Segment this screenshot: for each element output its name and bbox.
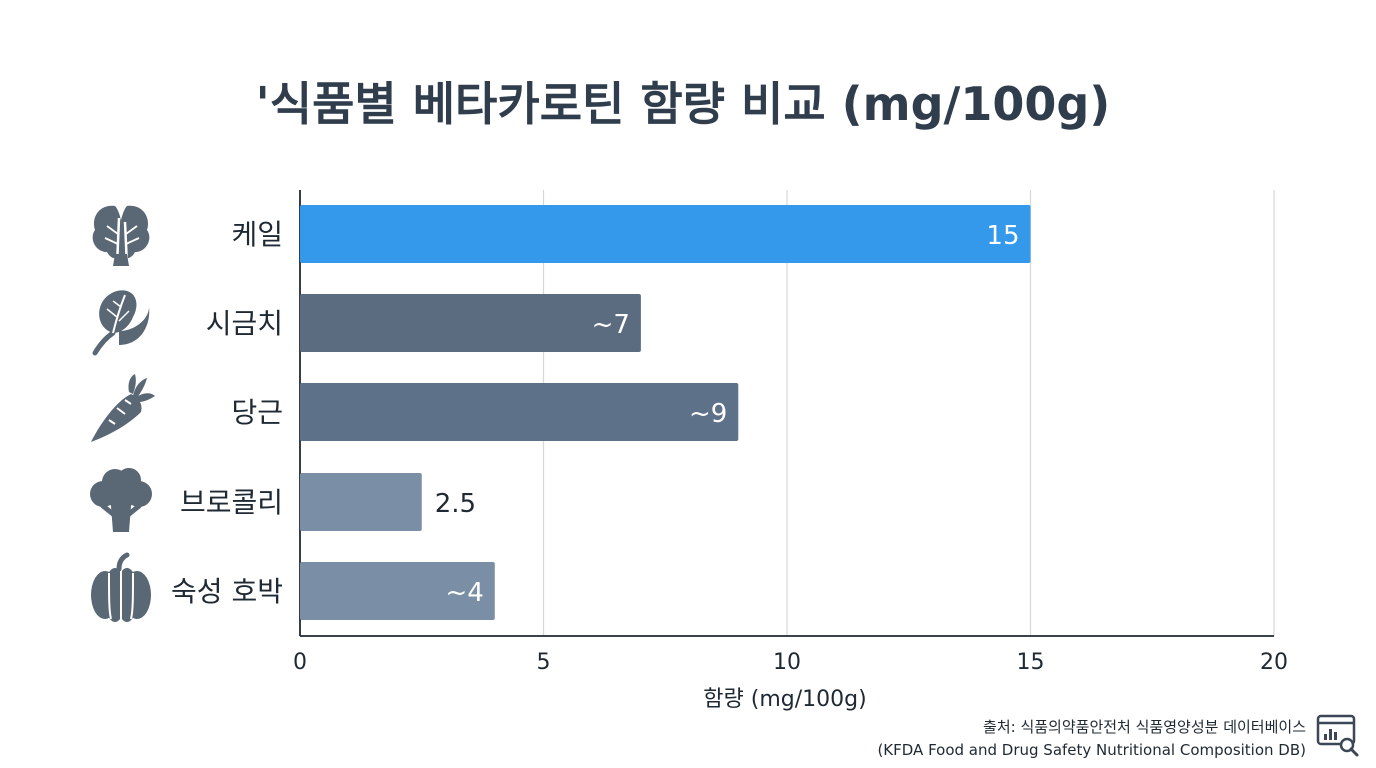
bar-2 bbox=[300, 294, 641, 352]
category-icons bbox=[90, 205, 155, 622]
bar-3 bbox=[300, 383, 739, 441]
bar-1 bbox=[300, 205, 1031, 263]
x-axis-ticks: 0 5 10 15 20 bbox=[293, 650, 1288, 675]
chart-title: '식품별 베타카로틴 함량 비교 (mg/100g) bbox=[256, 77, 1111, 131]
x-tick-label-20: 20 bbox=[1260, 650, 1288, 675]
x-axis-title: 함량 (mg/100g) bbox=[703, 687, 866, 712]
category-label-5: 숙성 호박 bbox=[171, 575, 283, 608]
category-label-3: 당근 bbox=[231, 396, 283, 429]
category-label-1: 케일 bbox=[231, 218, 283, 251]
x-tick-label-15: 15 bbox=[1017, 650, 1045, 675]
data-search-icon bbox=[1316, 714, 1359, 757]
pumpkin-icon bbox=[91, 552, 151, 622]
source-note: 출처: 식품의약품안전처 식품영양성분 데이터베이스 (KFDA Food an… bbox=[877, 714, 1359, 759]
broccoli-icon bbox=[90, 468, 152, 532]
category-label-4: 브로콜리 bbox=[180, 486, 283, 519]
bars: 15 ~7 ~9 2.5 ~4 bbox=[300, 205, 1031, 620]
x-tick-label-10: 10 bbox=[773, 650, 801, 675]
carrot-icon bbox=[91, 374, 155, 442]
data-label-2: ~7 bbox=[592, 310, 630, 340]
data-label-1: 15 bbox=[986, 221, 1019, 251]
spinach-icon bbox=[92, 290, 150, 356]
category-label-2: 시금치 bbox=[206, 307, 283, 340]
kale-icon bbox=[92, 205, 150, 267]
source-line-1: 출처: 식품의약품안전처 식품영양성분 데이터베이스 bbox=[983, 718, 1306, 736]
source-line-2: (KFDA Food and Drug Safety Nutritional C… bbox=[877, 741, 1306, 759]
data-label-5: ~4 bbox=[445, 578, 483, 608]
x-tick-label-0: 0 bbox=[293, 650, 307, 675]
x-tick-label-5: 5 bbox=[537, 650, 551, 675]
bar-5 bbox=[300, 562, 495, 620]
bar-4 bbox=[300, 473, 422, 531]
data-label-3: ~9 bbox=[689, 399, 727, 429]
data-label-4: 2.5 bbox=[435, 489, 476, 519]
